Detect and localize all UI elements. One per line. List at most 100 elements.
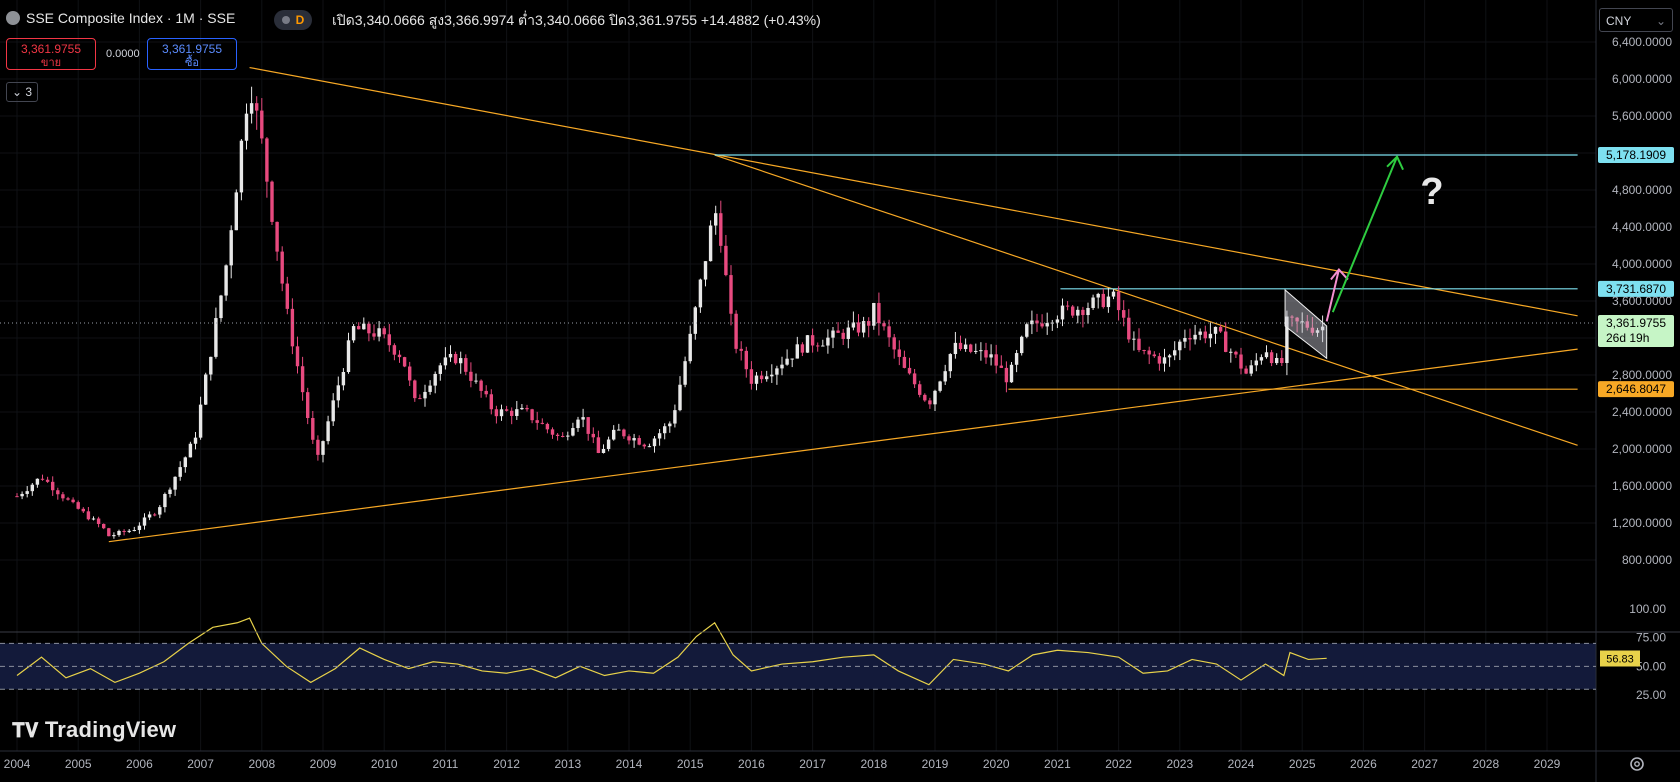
candle[interactable] [147, 511, 152, 521]
candle[interactable] [561, 432, 565, 438]
candle[interactable] [443, 347, 448, 370]
candle[interactable] [566, 431, 570, 441]
candle[interactable] [142, 513, 147, 530]
candle[interactable] [51, 476, 55, 496]
candle[interactable] [1060, 298, 1065, 327]
candle[interactable] [306, 387, 310, 425]
drawing-overlay[interactable] [1284, 154, 1404, 360]
settings-gear-icon[interactable] [1628, 755, 1646, 773]
candle[interactable] [525, 404, 529, 412]
candle[interactable] [188, 441, 193, 458]
candle[interactable] [397, 350, 402, 363]
candle[interactable] [923, 393, 927, 402]
candle[interactable] [275, 221, 279, 261]
candle[interactable] [295, 336, 300, 374]
candle[interactable] [948, 353, 952, 378]
candle[interactable] [576, 416, 580, 432]
candle[interactable] [117, 529, 121, 537]
candle[interactable] [219, 294, 223, 322]
candle[interactable] [1254, 353, 1258, 372]
candle[interactable] [1229, 348, 1233, 363]
candle[interactable] [469, 362, 473, 388]
candle[interactable] [902, 350, 907, 369]
candle[interactable] [663, 423, 667, 440]
candle[interactable] [499, 404, 504, 421]
candle[interactable] [729, 265, 733, 326]
candle[interactable] [1142, 349, 1146, 355]
candle[interactable] [163, 492, 167, 513]
candle[interactable] [418, 394, 422, 400]
candle[interactable] [642, 443, 646, 449]
candle[interactable] [708, 220, 713, 262]
candle[interactable] [724, 234, 728, 277]
candle[interactable] [596, 430, 601, 454]
candle[interactable] [1275, 353, 1279, 365]
candle[interactable] [744, 346, 748, 378]
candle[interactable] [193, 432, 198, 450]
candle[interactable] [749, 361, 754, 390]
candle[interactable] [153, 512, 157, 517]
candle[interactable] [408, 361, 412, 386]
candle[interactable] [198, 396, 203, 440]
candle[interactable] [1009, 362, 1014, 383]
candle[interactable] [637, 435, 641, 446]
candle[interactable] [20, 491, 24, 500]
candle[interactable] [1091, 294, 1095, 310]
candle[interactable] [1213, 326, 1218, 344]
candle[interactable] [1269, 349, 1274, 367]
candle[interactable] [780, 356, 784, 376]
candle[interactable] [1116, 286, 1121, 321]
candle[interactable] [1315, 327, 1320, 337]
candle[interactable] [137, 522, 142, 534]
candle[interactable] [1065, 301, 1070, 311]
candle[interactable] [632, 433, 636, 448]
candle[interactable] [693, 306, 697, 340]
candle[interactable] [821, 339, 825, 347]
candle[interactable] [239, 139, 244, 201]
candle[interactable] [1137, 328, 1141, 353]
breakout-arrow-pink[interactable] [1325, 269, 1340, 322]
candle[interactable] [168, 487, 172, 498]
candle[interactable] [413, 379, 417, 402]
candle[interactable] [173, 476, 177, 496]
candle[interactable] [15, 493, 19, 498]
candle[interactable] [1076, 306, 1080, 324]
candle[interactable] [673, 404, 677, 428]
candle[interactable] [1096, 292, 1100, 309]
candle[interactable] [714, 205, 718, 235]
candle[interactable] [448, 345, 453, 362]
candle[interactable] [311, 410, 315, 444]
candle[interactable] [484, 385, 488, 398]
candle[interactable] [678, 376, 682, 412]
candle[interactable] [510, 407, 514, 425]
candle[interactable] [969, 343, 973, 354]
candle[interactable] [979, 342, 983, 361]
candle[interactable] [1071, 304, 1075, 318]
candle[interactable] [1224, 322, 1228, 353]
candle[interactable] [1127, 308, 1131, 343]
candle[interactable] [892, 333, 896, 359]
candle[interactable] [479, 379, 483, 398]
candle[interactable] [1305, 314, 1309, 331]
candle[interactable] [795, 336, 799, 359]
candle[interactable] [377, 321, 381, 342]
candle[interactable] [831, 326, 835, 349]
candle[interactable] [540, 418, 544, 425]
question-mark-annotation[interactable]: ? [1420, 171, 1443, 213]
candle[interactable] [76, 500, 80, 510]
candle[interactable] [994, 344, 998, 374]
candle[interactable] [1280, 350, 1284, 366]
candle[interactable] [132, 526, 136, 532]
candle[interactable] [1040, 314, 1044, 329]
candle[interactable] [841, 328, 845, 346]
candle[interactable] [214, 307, 218, 359]
candle[interactable] [1081, 306, 1085, 328]
candle[interactable] [336, 376, 340, 408]
candle[interactable] [790, 358, 794, 368]
candle[interactable] [270, 180, 274, 226]
candle[interactable] [249, 86, 254, 124]
candle[interactable] [984, 342, 988, 364]
candle[interactable] [30, 482, 34, 496]
candle[interactable] [494, 405, 499, 424]
